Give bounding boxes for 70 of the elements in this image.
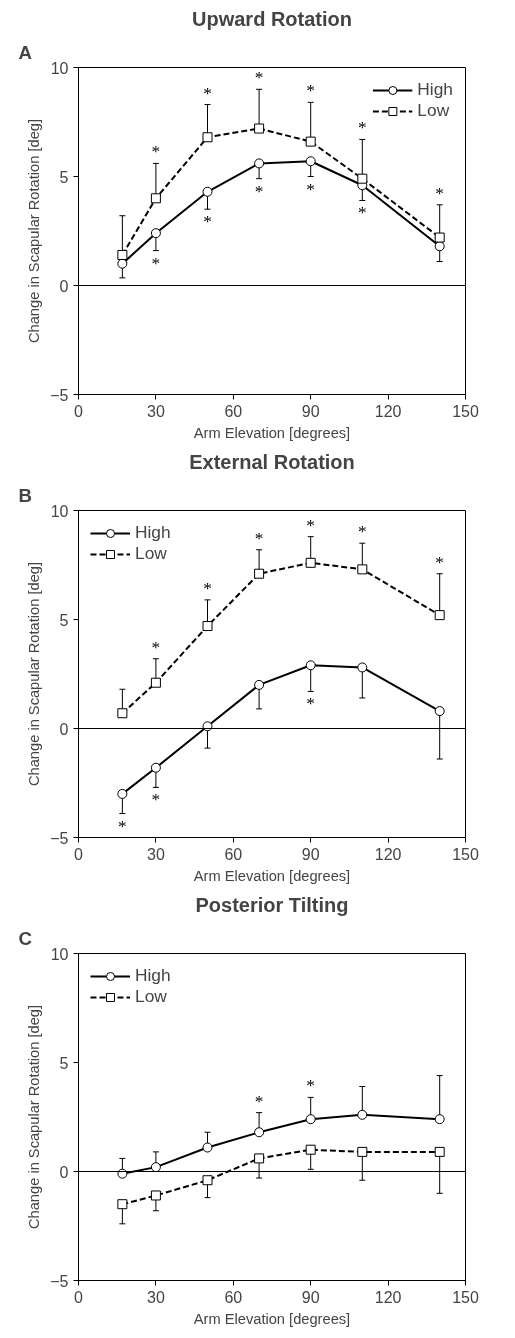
annotation: * <box>435 552 445 572</box>
y-tick-label: 0 <box>59 277 69 295</box>
annotation: * <box>254 528 264 548</box>
annotation: * <box>151 142 161 162</box>
x-tick-label: 150 <box>452 845 479 863</box>
y-axis-title: Change in Scapular Rotation [deg] <box>26 118 43 344</box>
legend-label: High <box>135 522 171 543</box>
x-tick-label: 0 <box>74 1288 84 1306</box>
x-tick-label: 120 <box>374 1288 402 1306</box>
x-tick-label: 90 <box>301 845 320 863</box>
y-tick-label: −5 <box>50 829 69 847</box>
y-tick-label: 5 <box>59 611 69 629</box>
annotation: * <box>151 253 161 273</box>
x-tick-label: 90 <box>301 1288 320 1306</box>
annotation: * <box>254 181 264 201</box>
legend-label: High <box>135 965 171 986</box>
legend-label: Low <box>135 543 167 564</box>
x-axis-title: Arm Elevation [degrees] <box>193 867 351 884</box>
text: B <box>18 484 32 506</box>
annotation: * <box>254 68 264 88</box>
x-tick-label: 90 <box>301 402 320 420</box>
annotation: * <box>118 816 127 836</box>
y-tick-label: 0 <box>59 1163 69 1181</box>
x-tick-label: 120 <box>374 845 402 863</box>
y-tick-label: 0 <box>59 720 69 738</box>
x-tick-label: 0 <box>74 402 84 420</box>
x-tick-label: 30 <box>147 845 165 863</box>
x-tick-label: 0 <box>74 845 84 863</box>
annotation: * <box>203 578 212 598</box>
x-tick-label: 150 <box>452 1288 479 1306</box>
annotation: * <box>203 212 212 232</box>
chart-title: Upward Rotation <box>192 7 352 30</box>
x-tick-label: 30 <box>147 402 165 420</box>
annotation: * <box>306 694 316 714</box>
y-tick-label: 5 <box>59 168 69 186</box>
chart-title: External Rotation <box>189 450 355 473</box>
x-tick-label: 120 <box>374 402 402 420</box>
annotation: * <box>151 790 161 810</box>
y-axis-title: Change in Scapular Rotation [deg] <box>26 1004 43 1230</box>
annotation: * <box>151 637 161 657</box>
y-axis-title: Change in Scapular Rotation [deg] <box>26 561 43 787</box>
annotation: * <box>203 83 212 103</box>
annotation: * <box>357 203 367 223</box>
text: C <box>18 927 32 949</box>
y-tick-label: −5 <box>50 386 69 404</box>
annotation: * <box>306 81 316 101</box>
x-tick-label: 150 <box>452 402 479 420</box>
x-tick-label: 60 <box>224 1288 243 1306</box>
x-axis-title: Arm Elevation [degrees] <box>193 424 351 441</box>
y-tick-label: 5 <box>59 1054 69 1072</box>
x-axis-title: Arm Elevation [degrees] <box>193 1310 351 1327</box>
annotation: * <box>357 118 367 138</box>
annotation: * <box>306 515 316 535</box>
x-tick-label: 60 <box>224 845 243 863</box>
annotation: * <box>306 179 316 199</box>
annotation: * <box>306 1076 316 1096</box>
x-tick-label: 30 <box>147 1288 165 1306</box>
y-tick-label: 10 <box>50 945 69 963</box>
annotation: * <box>435 183 445 203</box>
y-tick-label: −5 <box>50 1272 69 1290</box>
legend-label: Low <box>135 986 167 1007</box>
chart-title: Posterior Tilting <box>195 893 349 916</box>
y-tick-label: 10 <box>50 502 69 520</box>
legend-label: High <box>417 79 453 100</box>
annotation: * <box>254 1091 264 1111</box>
x-tick-label: 60 <box>224 402 243 420</box>
annotation: * <box>357 522 367 542</box>
y-tick-label: 10 <box>50 59 69 77</box>
text: A <box>18 41 32 63</box>
legend-label: Low <box>417 100 450 121</box>
